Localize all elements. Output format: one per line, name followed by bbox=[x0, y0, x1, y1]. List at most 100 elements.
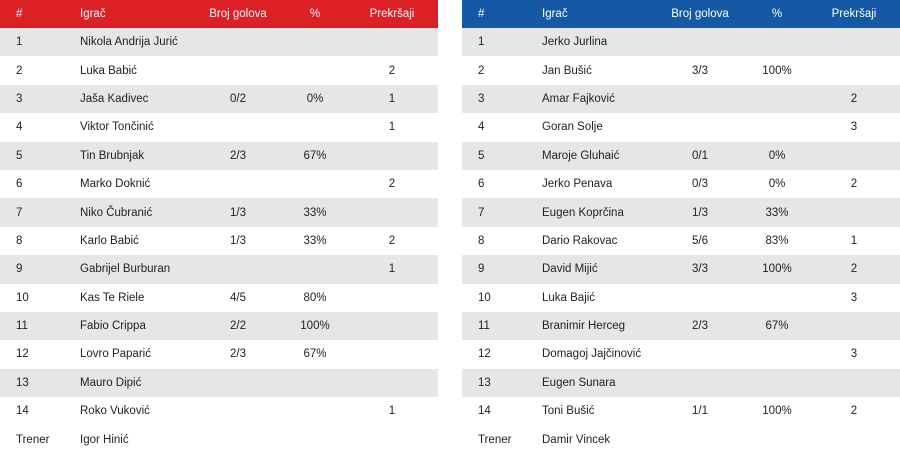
player-fouls: 2 bbox=[850, 178, 858, 191]
table-row: 5 Tin Brubnjak 2/3 67% bbox=[0, 141, 438, 170]
home-coach-row: Trener Igor Hinić bbox=[0, 425, 438, 453]
player-name: Marko Doknić bbox=[80, 178, 151, 191]
player-name: Nikola Andrija Jurić bbox=[80, 36, 178, 49]
player-percent: 67% bbox=[303, 149, 327, 162]
header-percent: % bbox=[309, 8, 321, 20]
player-goals: 2/3 bbox=[692, 320, 708, 333]
player-goals: 0/2 bbox=[230, 92, 246, 105]
player-number: 6 bbox=[16, 178, 23, 191]
player-name: Niko Čubranić bbox=[80, 206, 153, 219]
player-number: 7 bbox=[478, 206, 485, 219]
table-row: 9 David Mijić 3/3 100% 2 bbox=[462, 255, 900, 284]
player-name: Fabio Crippa bbox=[80, 320, 146, 333]
player-percent: 33% bbox=[765, 206, 789, 219]
player-percent: 100% bbox=[762, 405, 792, 418]
table-row: 14 Roko Vuković 1 bbox=[0, 397, 438, 425]
player-goals: 3/3 bbox=[692, 263, 708, 276]
player-percent: 0% bbox=[768, 178, 786, 191]
player-percent: 100% bbox=[762, 64, 792, 77]
coach-label: Trener bbox=[478, 433, 512, 446]
player-name: Maroje Gluhaić bbox=[542, 149, 620, 162]
coach-name: Damir Vincek bbox=[542, 433, 611, 446]
player-number: 8 bbox=[16, 234, 23, 247]
player-goals: 5/6 bbox=[692, 234, 708, 247]
player-number: 9 bbox=[478, 263, 485, 276]
player-fouls: 1 bbox=[388, 263, 396, 276]
player-number: 1 bbox=[16, 36, 23, 49]
player-name: David Mijić bbox=[542, 263, 598, 276]
player-number: 4 bbox=[478, 121, 485, 134]
player-number: 3 bbox=[16, 92, 23, 105]
player-fouls: 1 bbox=[388, 405, 396, 418]
player-number: 2 bbox=[16, 64, 23, 77]
player-name: Tin Brubnjak bbox=[80, 149, 145, 162]
table-row: 4 Goran Solje 3 bbox=[462, 113, 900, 141]
table-row: 12 Domagoj Jajčinović 3 bbox=[462, 340, 900, 368]
player-fouls: 2 bbox=[850, 405, 858, 418]
home-rows: 1 Nikola Andrija Jurić 2 Luka Babić 2 3 Jaša K… bbox=[0, 28, 438, 425]
player-number: 14 bbox=[478, 405, 491, 418]
table-row: 14 Toni Bušić 1/1 100% 2 bbox=[462, 397, 900, 425]
player-name: Dario Rakovac bbox=[542, 234, 618, 247]
player-goals: 1/3 bbox=[230, 206, 246, 219]
header-number: # bbox=[16, 8, 23, 20]
player-goals: 1/3 bbox=[692, 206, 708, 219]
header-goals: Broj golova bbox=[671, 8, 729, 20]
player-goals: 2/2 bbox=[230, 320, 246, 333]
table-row: 7 Eugen Koprčina 1/3 33% bbox=[462, 198, 900, 227]
header-goals: Broj golova bbox=[209, 8, 267, 20]
header-percent: % bbox=[771, 8, 783, 20]
table-row: 7 Niko Čubranić 1/3 33% bbox=[0, 198, 438, 227]
player-number: 5 bbox=[478, 149, 485, 162]
player-percent: 100% bbox=[300, 320, 330, 333]
table-row: 13 Eugen Sunara bbox=[462, 368, 900, 398]
table-row: 2 Jan Bušić 3/3 100% bbox=[462, 56, 900, 84]
away-coach-row: Trener Damir Vincek bbox=[462, 425, 900, 453]
player-name: Lovro Paparić bbox=[80, 348, 151, 361]
table-row: 3 Amar Fajković 2 bbox=[462, 84, 900, 114]
table-row: 1 Jerko Jurlina bbox=[462, 28, 900, 57]
header-number: # bbox=[478, 8, 485, 20]
player-number: 7 bbox=[16, 206, 23, 219]
player-fouls: 2 bbox=[850, 263, 858, 276]
table-row: 9 Gabrijel Burburan 1 bbox=[0, 255, 438, 284]
player-goals: 4/5 bbox=[230, 291, 246, 304]
player-fouls: 1 bbox=[388, 121, 396, 134]
player-fouls: 3 bbox=[850, 348, 858, 361]
player-name: Goran Solje bbox=[542, 121, 603, 134]
player-name: Jaša Kadivec bbox=[80, 92, 149, 105]
player-percent: 33% bbox=[303, 234, 327, 247]
player-number: 3 bbox=[478, 92, 485, 105]
player-name: Toni Bušić bbox=[542, 405, 595, 418]
table-row: 5 Maroje Gluhaić 0/1 0% bbox=[462, 141, 900, 170]
coach-label: Trener bbox=[16, 433, 50, 446]
player-name: Roko Vuković bbox=[80, 405, 150, 418]
player-name: Karlo Babić bbox=[80, 234, 139, 247]
player-number: 12 bbox=[478, 348, 491, 361]
table-row: 12 Lovro Paparić 2/3 67% bbox=[0, 340, 438, 368]
player-fouls: 2 bbox=[388, 234, 396, 247]
player-number: 13 bbox=[16, 376, 29, 389]
player-number: 12 bbox=[16, 348, 29, 361]
player-fouls: 2 bbox=[850, 92, 858, 105]
table-row: 4 Viktor Tončinić 1 bbox=[0, 113, 438, 141]
table-row: 10 Kas Te Riele 4/5 80% bbox=[0, 284, 438, 312]
player-goals: 0/3 bbox=[692, 178, 708, 191]
coach-name: Igor Hinić bbox=[80, 433, 129, 446]
player-percent: 100% bbox=[762, 263, 792, 276]
player-name: Gabrijel Burburan bbox=[80, 263, 171, 276]
away-table-header: # Igrač Broj golova % Prekršaji bbox=[462, 0, 900, 28]
away-rows: 1 Jerko Jurlina 2 Jan Bušić 3/3 100% 3 Amar Faj… bbox=[462, 28, 900, 425]
table-row: 1 Nikola Andrija Jurić bbox=[0, 28, 438, 57]
player-number: 11 bbox=[478, 320, 490, 333]
player-name: Amar Fajković bbox=[542, 92, 615, 105]
player-number: 10 bbox=[16, 291, 29, 304]
player-number: 9 bbox=[16, 263, 23, 276]
player-name: Viktor Tončinić bbox=[80, 121, 154, 134]
player-name: Luka Babić bbox=[80, 64, 137, 77]
player-name: Eugen Koprčina bbox=[542, 206, 624, 219]
table-row: 10 Luka Bajić 3 bbox=[462, 284, 900, 312]
table-row: 11 Branimir Herceg 2/3 67% bbox=[462, 311, 900, 341]
player-percent: 0% bbox=[768, 149, 786, 162]
